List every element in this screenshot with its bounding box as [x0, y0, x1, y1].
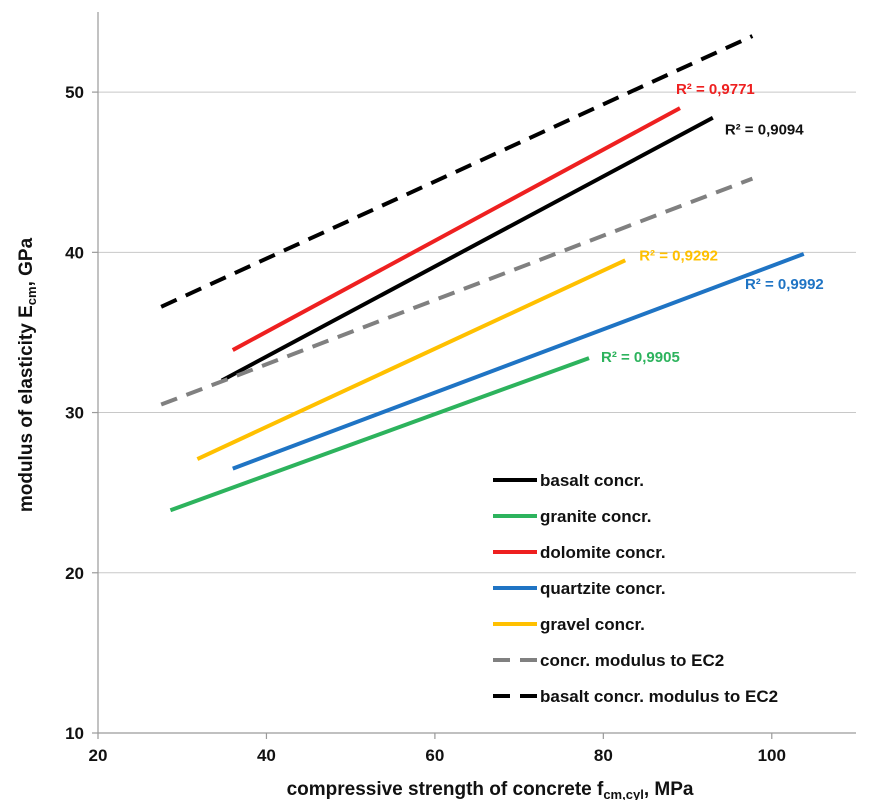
legend-label: quartzite concr.: [540, 579, 666, 598]
series-line-basalt-concr: [220, 115, 714, 383]
r2-label: R² = 0,9992: [745, 276, 824, 293]
r2-label: R² = 0,9094: [725, 122, 804, 139]
series-line-basalt-concr-modulus-to-ec2: [160, 34, 754, 309]
r2-label: R² = 0,9292: [639, 247, 718, 264]
series-line-granite-concr: [169, 356, 590, 513]
series-lines: [160, 34, 805, 513]
axes: [92, 12, 856, 739]
y-tick-label: 50: [65, 83, 84, 102]
r2-label: R² = 0,9905: [601, 349, 680, 366]
y-tick-label: 30: [65, 404, 84, 423]
legend-label: basalt concr. modulus to EC2: [540, 687, 778, 706]
y-axis-label: modulus of elasticity Ecm, GPa: [16, 237, 39, 512]
y-tick-label: 40: [65, 243, 84, 262]
series-line-dolomite-concr: [231, 106, 681, 352]
gridlines: [98, 91, 856, 574]
y-tick-label: 10: [65, 724, 84, 743]
x-tick-label: 80: [594, 746, 613, 765]
x-tick-label: 20: [89, 746, 108, 765]
r2-label: R² = 0,9771: [676, 81, 755, 98]
y-tick-label: 20: [65, 564, 84, 583]
x-tick-label: 60: [425, 746, 444, 765]
x-tick-label: 40: [257, 746, 276, 765]
legend-label: basalt concr.: [540, 471, 644, 490]
legend-label: concr. modulus to EC2: [540, 651, 724, 670]
x-axis-label: compressive strength of concrete fcm,cyl…: [287, 779, 694, 800]
legend-label: dolomite concr.: [540, 543, 666, 562]
tick-labels: 20 40 60 80 100 10 20 30 40 50: [65, 83, 786, 765]
series-line-quartzite-concr: [232, 252, 805, 471]
r2-labels: R² = 0,9094 R² = 0,9905 R² = 0,9771 R² = 0,…: [601, 81, 824, 366]
series-line-gravel-concr: [196, 258, 627, 461]
legend: basalt concr. granite concr. dolomite conc…: [493, 471, 778, 706]
legend-label: gravel concr.: [540, 615, 645, 634]
legend-label: granite concr.: [540, 507, 651, 526]
x-tick-label: 100: [758, 746, 786, 765]
series-line-concr-modulus-to-ec2: [160, 176, 754, 407]
